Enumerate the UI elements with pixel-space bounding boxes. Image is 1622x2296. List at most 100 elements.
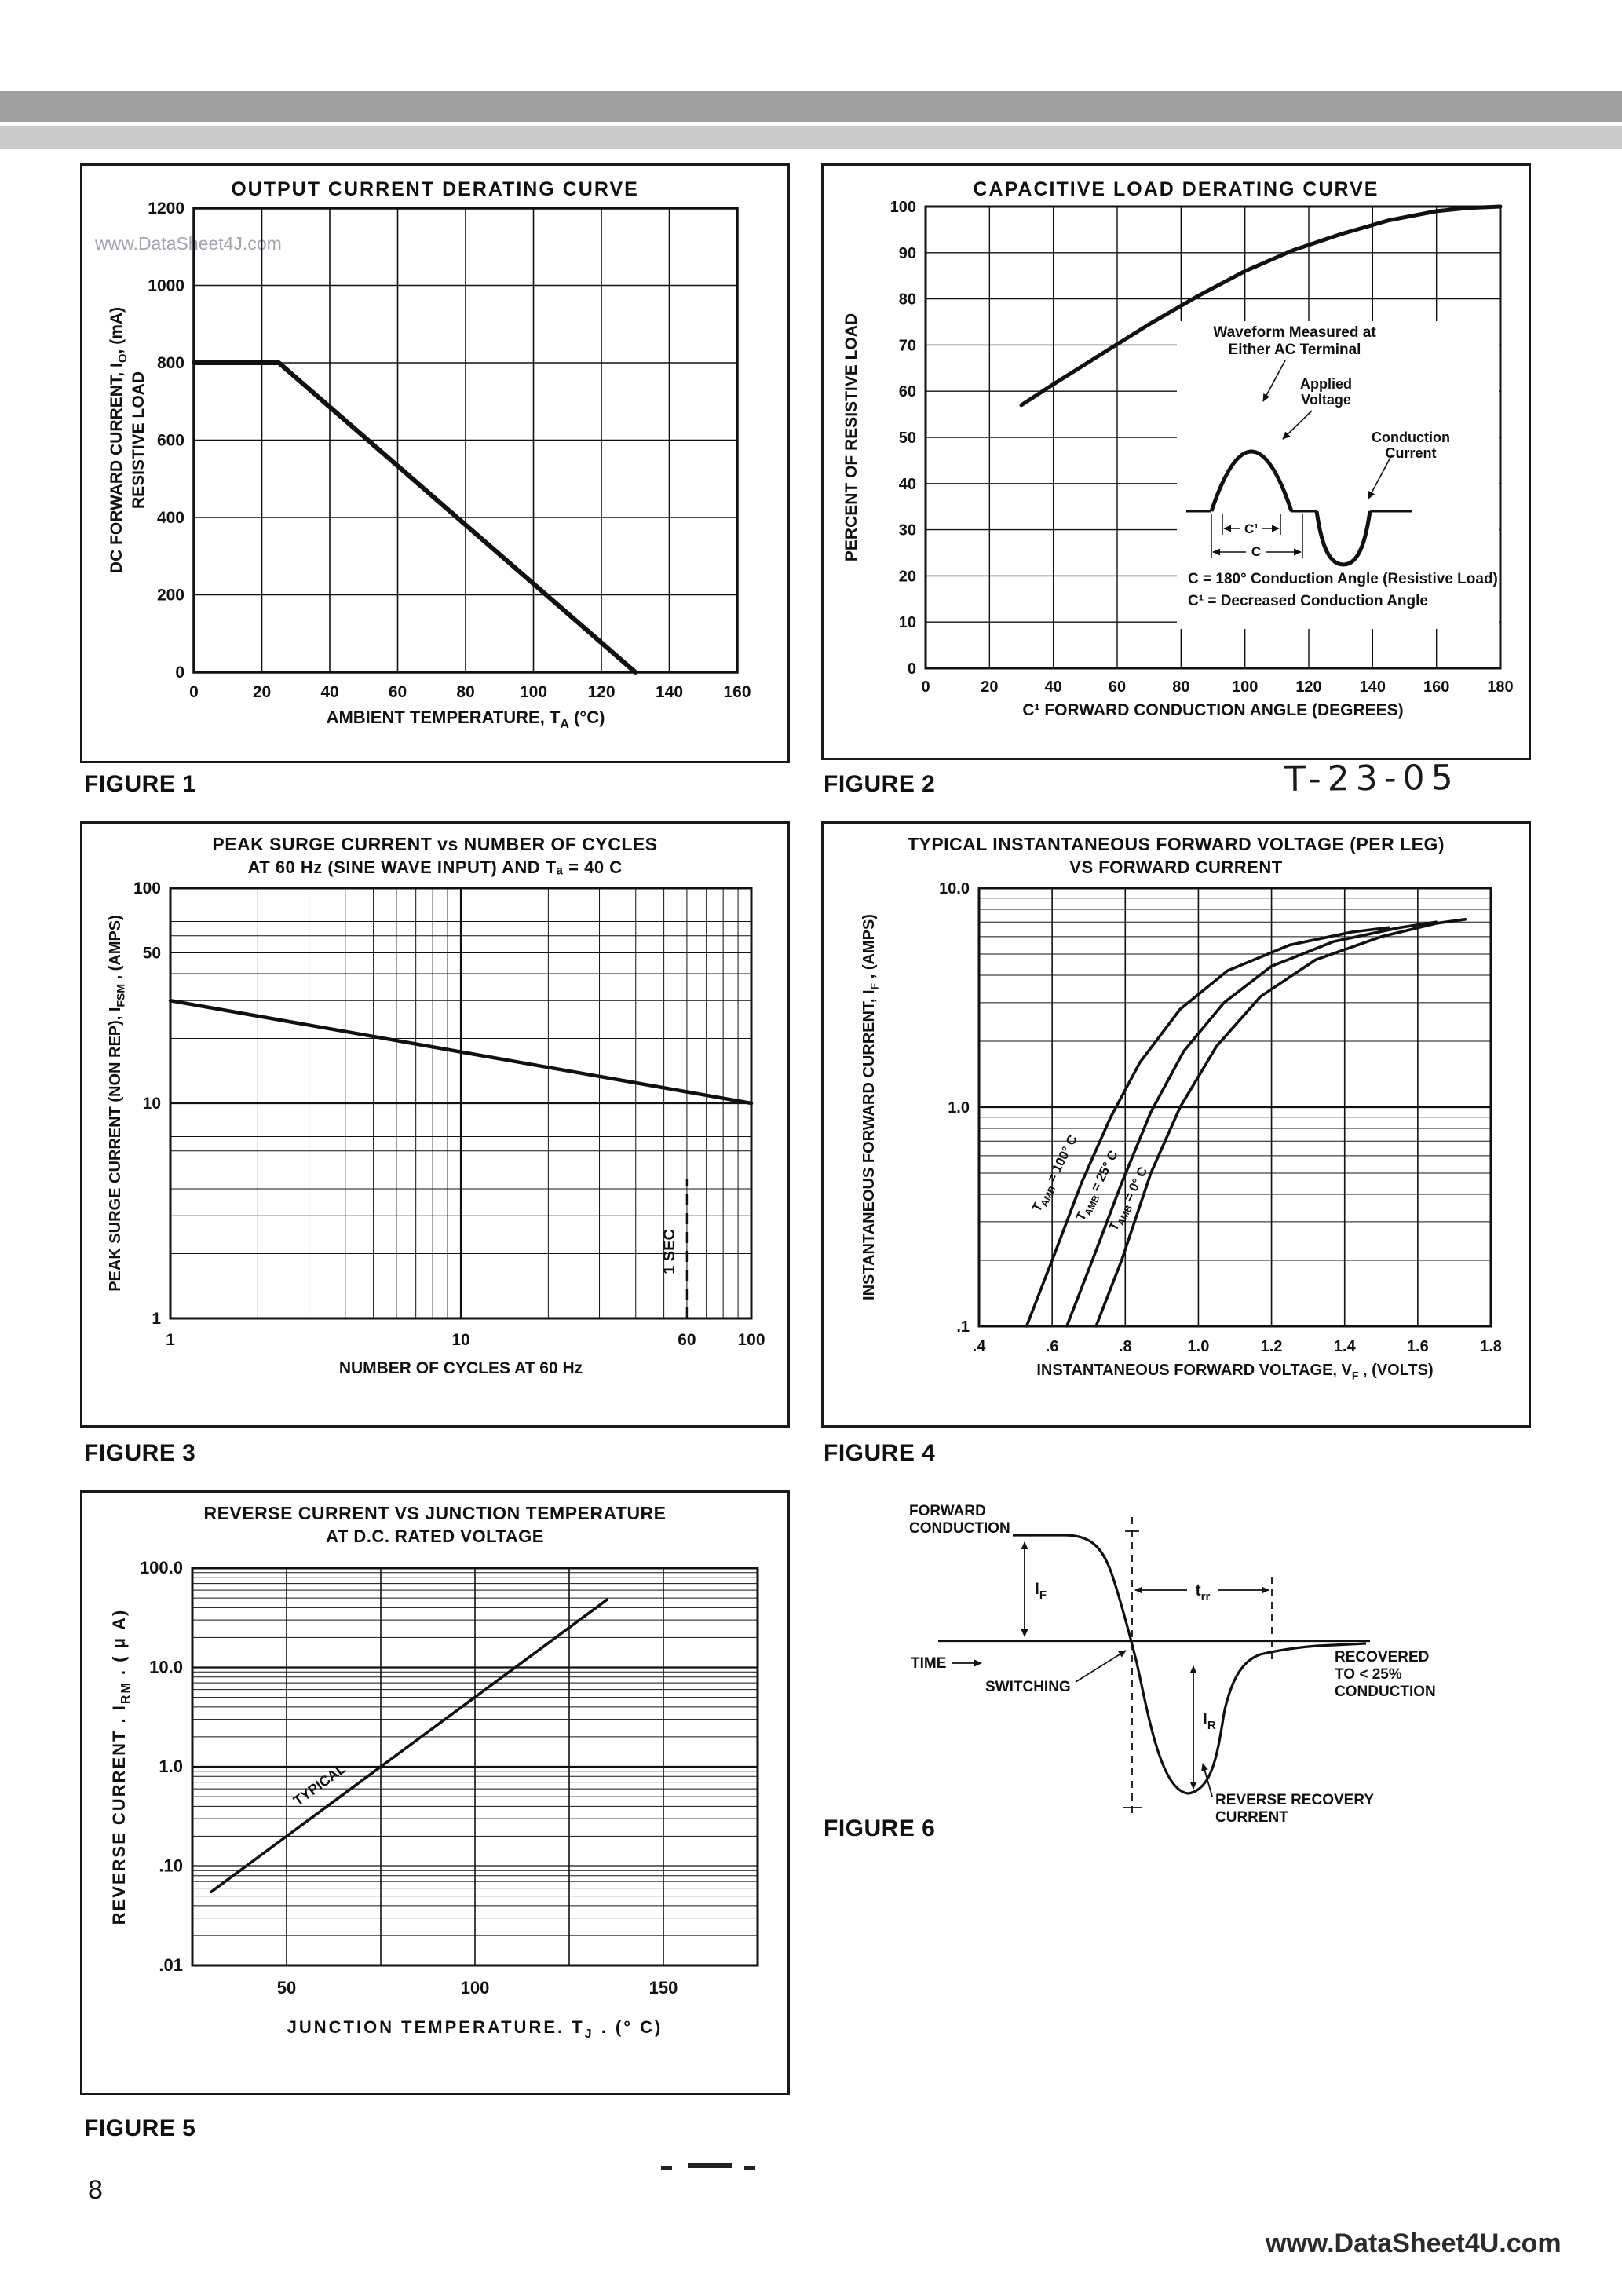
svg-text:150: 150 — [649, 1978, 678, 1998]
figure2-chart: 0 20 40 60 80 100 120 140 160 180 0 10 20 30 40 50 60 70 8… — [842, 199, 1514, 719]
svg-text:40: 40 — [899, 476, 916, 493]
svg-text:50: 50 — [143, 944, 161, 962]
svg-text:INSTANTANEOUS FORWARD CURRENT,: INSTANTANEOUS FORWARD CURRENT, IF​ , (AM… — [860, 914, 881, 1300]
svg-text:80: 80 — [456, 683, 474, 701]
figure1-panel: OUTPUT CURRENT DERATING CURVE www.DataSh… — [80, 163, 790, 763]
figure5-title-line1: REVERSE CURRENT VS JUNCTION TEMPERATURE — [203, 1503, 667, 1523]
figure5-panel: REVERSE CURRENT VS JUNCTION TEMPERATURE … — [80, 1490, 790, 2095]
svg-text:Current: Current — [1385, 445, 1436, 461]
svg-text:140: 140 — [656, 683, 683, 701]
y-tick-labels: 100.0 10.0 1.0 .10 .01 — [140, 1558, 183, 1975]
figure5-chart: 50 100 150 100.0 10.0 1.0 .10 .01 JUNCTION TEMPE… — [109, 1558, 759, 2041]
one-second-line: 1 SEC — [661, 1179, 689, 1318]
svg-text:1.0: 1.0 — [948, 1099, 970, 1117]
series — [168, 999, 754, 1106]
svg-text:REVERSE CURRENT . IRM​ . ( μ A: REVERSE CURRENT . IRM​ . ( μ A) — [109, 1609, 133, 1925]
figure5-caption: FIGURE 5 — [84, 2115, 196, 2141]
gridlines — [169, 887, 753, 1320]
figure4-chart: .4 .6 .8 1.0 1.2 1.4 1.6 1.8 10.0 1.0 .1 INSTANTANE… — [860, 880, 1502, 1382]
typical-label: TYPICAL — [290, 1760, 349, 1808]
plot-frame — [191, 1567, 759, 1967]
svg-text:50: 50 — [277, 1978, 296, 1998]
conduction-current-label: Conduction — [1372, 430, 1450, 445]
svg-text:60: 60 — [899, 383, 916, 400]
svg-text:10.0: 10.0 — [149, 1658, 183, 1677]
figure2-panel: CAPACITIVE LOAD DERATING CURVE 0 20 40 60 80… — [821, 163, 1531, 760]
trr-label: trr​ — [1196, 1581, 1211, 1603]
svg-text:CONDUCTION: CONDUCTION — [1335, 1684, 1436, 1700]
svg-text:180: 180 — [1487, 678, 1513, 696]
y-tick-labels: 0 10 20 30 40 50 60 70 80 90 100 — [890, 199, 916, 678]
figure2-title: CAPACITIVE LOAD DERATING CURVE — [973, 178, 1379, 200]
svg-text:100: 100 — [133, 879, 161, 898]
figure3-caption: FIGURE 3 — [84, 1440, 196, 1466]
svg-text:0: 0 — [175, 664, 184, 682]
y-axis-label: DC FORWARD CURRENT, IO​, (mA) — [108, 307, 130, 573]
svg-text:Either AC Terminal: Either AC Terminal — [1229, 342, 1361, 358]
x-axis-label: INSTANTANEOUS FORWARD VOLTAGE, VF​ , (VO… — [1036, 1362, 1433, 1382]
svg-text:70: 70 — [899, 337, 916, 354]
c-dimension-label: C — [1251, 544, 1261, 559]
x-tick-labels: .4 .6 .8 1.0 1.2 1.4 1.6 1.8 — [973, 1338, 1502, 1355]
scan-mark — [661, 2166, 672, 2170]
svg-text:PERCENT OF RESISTIVE LOAD: PERCENT OF RESISTIVE LOAD — [842, 313, 860, 561]
watermark-datasheet4j: www.DataSheet4J.com — [95, 233, 282, 254]
x-tick-labels: 50 100 150 — [277, 1978, 678, 1998]
svg-text:PEAK SURGE CURRENT (NON REP),: PEAK SURGE CURRENT (NON REP), IFSM​ , (A… — [107, 915, 127, 1292]
svg-text:10: 10 — [143, 1095, 161, 1113]
applied-voltage-label: Applied — [1300, 376, 1352, 392]
figure4-title-line2: VS FORWARD CURRENT — [1069, 857, 1283, 877]
y-axis-label: PERCENT OF RESISTIVE LOAD — [842, 313, 860, 561]
figure4-panel: TYPICAL INSTANTANEOUS FORWARD VOLTAGE (P… — [821, 821, 1531, 1428]
plot-frame — [924, 205, 1502, 670]
svg-text:100: 100 — [520, 683, 547, 701]
curve-label: TAMB​ = 0° C — [1106, 1164, 1153, 1234]
svg-text:160: 160 — [1423, 678, 1449, 696]
svg-text:RESISTIVE LOAD: RESISTIVE LOAD — [130, 371, 148, 509]
svg-text:JUNCTION TEMPERATURE. TJ​ . (°: JUNCTION TEMPERATURE. TJ​ . (° C) — [287, 2017, 663, 2041]
y-tick-labels: 0 200 400 600 800 1000 1200 — [148, 199, 184, 682]
svg-text:1.0: 1.0 — [1188, 1338, 1210, 1355]
figure4-caption: FIGURE 4 — [824, 1440, 936, 1466]
svg-text:1000: 1000 — [148, 277, 184, 295]
ir-label: IR​ — [1203, 1710, 1216, 1732]
svg-text:160: 160 — [723, 683, 751, 701]
forward-conduction-label: FORWARD — [909, 1503, 986, 1519]
recovered-label: RECOVERED — [1335, 1649, 1429, 1665]
plot-frame — [977, 887, 1492, 1328]
annotation-inset-bg — [1177, 321, 1499, 629]
svg-text:60: 60 — [389, 683, 407, 701]
c1-dimension-label: C¹ — [1244, 521, 1259, 536]
svg-text:800: 800 — [157, 354, 184, 372]
svg-text:.6: .6 — [1046, 1338, 1059, 1355]
y-axis-label: PEAK SURGE CURRENT (NON REP), IFSM​ , (A… — [107, 915, 127, 1292]
x-axis-label: AMBIENT TEMPERATURE, TA​ (°C) — [327, 707, 605, 731]
series — [192, 360, 638, 675]
svg-text:CURRENT: CURRENT — [1215, 1809, 1288, 1826]
svg-text:40: 40 — [1045, 678, 1062, 696]
svg-text:1: 1 — [166, 1331, 175, 1349]
x-tick-labels: 1 10 60 100 — [166, 1331, 765, 1349]
time-label: TIME — [911, 1655, 946, 1672]
x-axis-label: JUNCTION TEMPERATURE. TJ​ . (° C) — [287, 2017, 663, 2041]
svg-text:1.6: 1.6 — [1407, 1338, 1429, 1355]
svg-text:90: 90 — [899, 245, 916, 262]
gridlines — [193, 207, 738, 673]
svg-text:10.0: 10.0 — [939, 880, 970, 898]
svg-text:Voltage: Voltage — [1301, 392, 1351, 408]
svg-text:20: 20 — [253, 683, 271, 701]
svg-text:.10: .10 — [159, 1856, 183, 1876]
svg-text:.8: .8 — [1119, 1338, 1132, 1355]
gridlines — [192, 1567, 758, 1967]
header-bar-light — [0, 126, 1622, 149]
svg-text:100: 100 — [461, 1978, 490, 1998]
svg-text:1.2: 1.2 — [1261, 1338, 1283, 1355]
reverse-recovery-label: REVERSE RECOVERY — [1215, 1792, 1374, 1808]
svg-text:100.0: 100.0 — [140, 1558, 183, 1578]
if-label: IF​ — [1035, 1580, 1047, 1602]
series — [1025, 918, 1467, 1328]
svg-text:120: 120 — [587, 683, 615, 701]
svg-text:1.0: 1.0 — [159, 1757, 183, 1776]
conduction-angle-note-1: C = 180° Conduction Angle (Resistive Loa… — [1188, 571, 1498, 587]
